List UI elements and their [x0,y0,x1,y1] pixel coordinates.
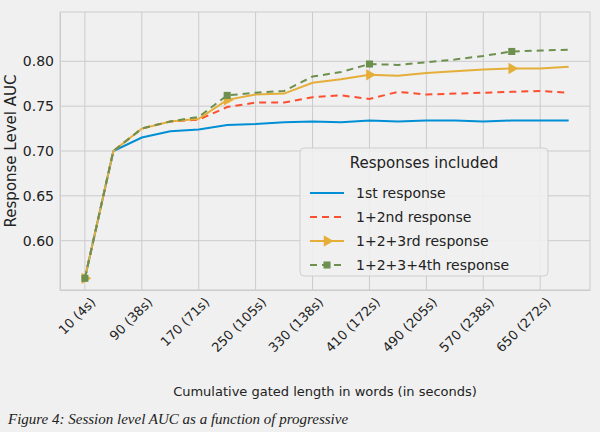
grid-line [198,12,199,290]
legend-label: 1+2+3rd response [356,233,489,249]
legend: Responses included 1st response 1+2nd resp… [300,148,548,276]
legend-title: Responses included [350,154,499,172]
series-line [85,67,569,279]
x-tick-label: 170 (71s) [158,295,213,350]
x-tick: 650 (272s) [493,290,554,355]
y-tick: 0.80 [23,53,60,69]
x-tick: 10 (4s) [55,290,98,338]
series-marker [508,63,518,74]
x-tick-label: 90 (38s) [107,295,156,344]
y-tick: 0.75 [23,98,60,114]
caption: Figure 4: Session level AUC as a functio… [7,411,348,427]
x-tick-label: 10 (4s) [55,295,98,338]
x-tick: 570 (238s) [436,290,497,355]
legend-swatch [310,216,344,218]
chart: 10 (4s)90 (38s)170 (71s)250 (105s)330 (1… [0,0,600,432]
y-tick: 0.70 [23,143,60,159]
grid-line [60,106,590,107]
plot-area [81,48,568,284]
y-tick-label: 0.80 [23,53,54,69]
x-axis: 10 (4s)90 (38s)170 (71s)250 (105s)330 (1… [55,290,590,355]
grid [60,12,590,290]
y-tick: 0.65 [23,188,60,204]
x-tick: 170 (71s) [158,290,213,349]
x-tick-label: 250 (105s) [209,295,270,356]
x-tick: 330 (138s) [266,290,327,355]
series-marker [81,275,88,282]
legend-entry: 1+2+3rd response [310,233,489,249]
legend-label: 1st response [356,185,446,201]
series-marker [224,92,231,99]
y-tick-label: 0.70 [23,143,54,159]
y-axis-title: Response Level AUC [2,75,20,228]
legend-box [300,148,548,276]
legend-entry: 1+2nd response [310,209,471,225]
x-tick: 250 (105s) [209,290,270,355]
legend-entry: 1+2+3+4th response [310,257,509,273]
y-tick: 0.60 [23,233,60,249]
x-tick-label: 330 (138s) [266,295,327,356]
y-tick-label: 0.65 [23,188,54,204]
x-tick-label: 650 (272s) [493,295,554,356]
x-tick-label: 490 (205s) [379,295,440,356]
legend-label: 1+2nd response [356,209,471,225]
series-line [85,50,569,279]
background [0,0,600,432]
x-tick: 490 (205s) [379,290,440,355]
series-marker [366,60,373,67]
x-tick-label: 570 (238s) [436,295,497,356]
series-marker [366,69,376,80]
series-marker [508,48,515,55]
legend-swatch [310,192,344,194]
y-tick-label: 0.60 [23,233,54,249]
grid-line [60,61,590,62]
legend-marker [323,261,330,268]
x-tick-label: 410 (172s) [322,295,383,356]
x-tick: 90 (38s) [107,290,156,343]
x-axis-title: Cumulative gated length in words (in sec… [173,384,477,399]
y-tick-label: 0.75 [23,98,54,114]
grid-line [141,12,142,290]
series-line [85,121,569,279]
x-tick: 410 (172s) [322,290,383,355]
legend-entry: 1st response [310,185,446,201]
grid-line [255,12,256,290]
plot-frame [60,12,590,290]
legend-label: 1+2+3+4th response [356,257,509,273]
grid-line [84,12,85,290]
series-line [85,91,569,278]
legend-marker [324,235,334,246]
y-axis: 0.60 0.65 0.70 0.75 0.80 [23,13,61,291]
